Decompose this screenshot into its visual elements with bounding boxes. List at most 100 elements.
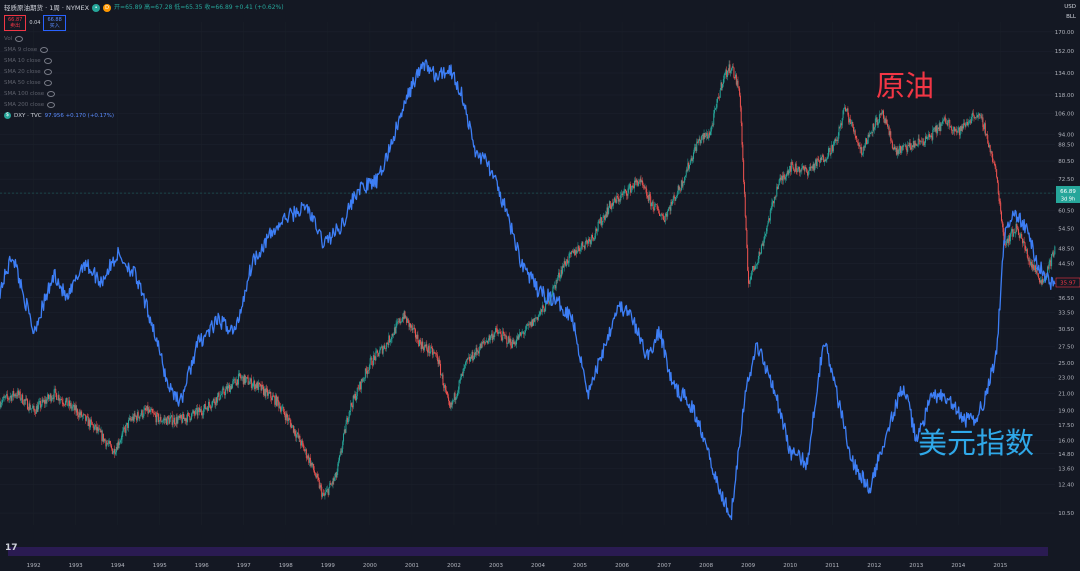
compare-row[interactable]: $ DXY · TVC 97.956 +0.170 (+0.17%)	[4, 110, 284, 121]
oil-candle-body	[35, 406, 37, 414]
indicator-item[interactable]: SMA 9 close	[4, 44, 284, 55]
oil-candle-body	[70, 403, 72, 409]
eye-icon[interactable]	[47, 90, 56, 97]
eye-icon[interactable]	[47, 101, 56, 108]
oil-candle-body	[575, 250, 577, 254]
oil-candle-body	[1049, 260, 1051, 262]
oil-candle-body	[144, 408, 146, 411]
oil-candle-body	[617, 197, 619, 202]
eye-icon[interactable]	[15, 35, 24, 42]
oil-candle-body	[541, 309, 543, 312]
sell-button[interactable]: 66.87 卖出	[4, 15, 27, 31]
eye-icon[interactable]	[43, 79, 52, 86]
oil-candle-body	[835, 139, 837, 142]
oil-candle-body	[457, 392, 459, 397]
oil-candle-body	[604, 214, 606, 220]
eye-icon[interactable]	[43, 57, 52, 64]
eye-icon[interactable]	[43, 68, 52, 75]
indicator-item[interactable]: SMA 100 close	[4, 88, 284, 99]
unit-selector[interactable]: BLL	[1066, 14, 1076, 20]
indicator-item[interactable]: SMA 20 close	[4, 66, 284, 77]
oil-candle-body	[644, 187, 646, 189]
oil-candle-body	[312, 463, 314, 466]
oil-candle-body	[664, 215, 666, 222]
oil-candle-body	[953, 126, 955, 130]
oil-candle-body	[735, 74, 737, 79]
oil-candle-body	[987, 135, 989, 144]
oil-candle-body	[920, 141, 922, 143]
oil-candle-body	[545, 300, 547, 302]
oil-candle-body	[633, 186, 635, 189]
currency-selector[interactable]: USD	[1064, 4, 1076, 10]
oil-candle-body	[10, 395, 12, 401]
oil-candle-body	[2, 396, 4, 401]
oil-candle-body	[40, 405, 42, 408]
oil-candle-body	[809, 166, 811, 171]
oil-candle-body	[322, 493, 324, 494]
oil-candle-body	[785, 176, 787, 180]
oil-candle-body	[893, 146, 895, 150]
oil-candle-body	[942, 120, 944, 122]
oil-candle-body	[643, 185, 645, 189]
buy-button[interactable]: 66.88 买入	[43, 15, 66, 31]
oil-candle-body	[899, 145, 901, 153]
oil-candle-body	[516, 336, 518, 340]
oil-candle-body	[978, 113, 980, 115]
oil-candle-body	[822, 155, 824, 157]
oil-candle-body	[440, 363, 442, 376]
oil-candle-body	[1000, 211, 1002, 222]
indicator-item[interactable]: SMA 50 close	[4, 77, 284, 88]
oil-candle-body	[613, 201, 615, 206]
oil-candle-body	[182, 413, 184, 419]
oil-candle-body	[908, 145, 910, 146]
oil-candle-body	[880, 112, 882, 115]
oil-candle-body	[307, 455, 309, 459]
oil-candle-body	[242, 376, 244, 385]
oil-candle-body	[660, 214, 662, 216]
oil-candle-body	[903, 145, 905, 147]
oil-candle-body	[133, 413, 135, 421]
oil-candle-body	[586, 240, 588, 241]
eye-icon[interactable]	[40, 46, 49, 53]
oil-candle-body	[97, 427, 99, 432]
oil-candle-body	[756, 264, 758, 266]
oil-candle-body	[137, 412, 139, 418]
oil-candle-body	[257, 382, 259, 390]
oil-candle-body	[292, 425, 294, 433]
oil-candle-body	[404, 311, 406, 318]
oil-candle-body	[57, 395, 59, 400]
oil-candle-body	[490, 333, 492, 337]
oil-candle-body	[929, 135, 931, 138]
oil-candle-body	[861, 153, 863, 155]
oil-candle-body	[814, 164, 816, 171]
indicator-item[interactable]: SMA 200 close	[4, 99, 284, 110]
oil-candle-body	[89, 419, 91, 428]
oil-candle-body	[743, 160, 745, 182]
x-axis[interactable]: 1992 1993 1994 1995 1996 1997 1998 1999 2000 2001…	[0, 545, 1080, 571]
oil-candle-body	[716, 99, 718, 108]
indicator-item[interactable]: SMA 10 close	[4, 55, 284, 66]
oil-candle-body	[900, 149, 902, 153]
y-tick-label: 16.00	[1058, 438, 1074, 444]
oil-candle-body	[765, 231, 767, 234]
oil-candle-body	[649, 194, 651, 197]
oil-candle-body	[999, 201, 1001, 203]
oil-candle-body	[524, 332, 526, 335]
y-tick-label: 36.50	[1058, 296, 1074, 302]
oil-candle-body	[86, 416, 88, 417]
oil-candle-body	[722, 79, 724, 84]
oil-candle-body	[1008, 235, 1010, 244]
oil-candle-body	[90, 419, 92, 423]
y-tick-label: 27.50	[1058, 345, 1074, 351]
symbol-title[interactable]: 轻质原油期货 · 1周 · NYMEX	[4, 3, 90, 12]
oil-candle-body	[347, 418, 349, 423]
oil-candle-body	[1004, 243, 1006, 246]
oil-candle-body	[220, 394, 222, 399]
indicator-item[interactable]: Vol	[4, 33, 284, 44]
oil-candle-body	[859, 144, 861, 150]
oil-candle-body	[941, 123, 943, 125]
oil-candle-body	[128, 417, 130, 421]
indicator-label: SMA 9 close	[4, 46, 38, 53]
